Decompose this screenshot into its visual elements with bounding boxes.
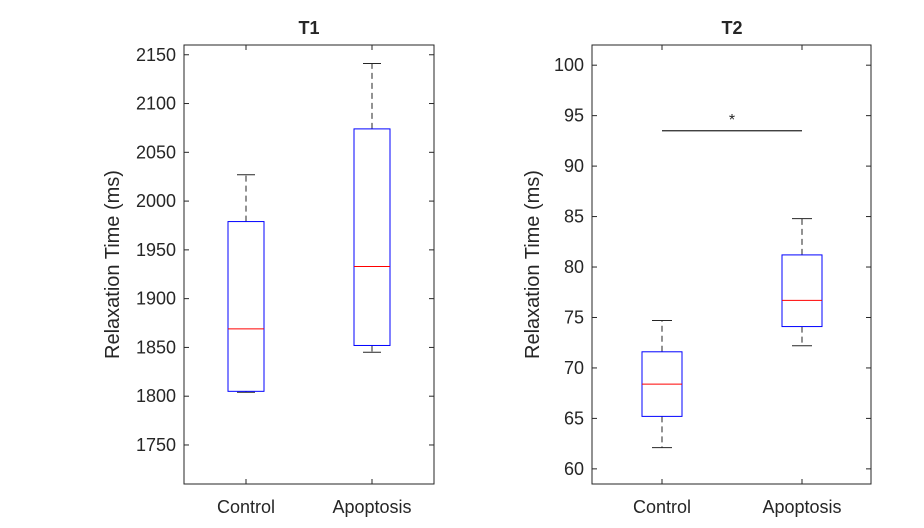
t2-boxes <box>641 218 823 449</box>
t1-y-ticks: 1750 1800 1850 1900 1950 2000 2050 2100 2150 <box>136 45 434 455</box>
t1-control-box <box>227 221 265 392</box>
t2-ytick-label: 60 <box>564 459 584 479</box>
t1-ytick-label: 1750 <box>136 435 176 455</box>
t1-ytick-label: 1800 <box>136 386 176 406</box>
t2-significance-label: * <box>729 112 735 129</box>
t2-ytick-label: 100 <box>554 55 584 75</box>
t1-boxes <box>227 63 391 393</box>
t2-panel: T2 Relaxation Time (ms) 60 65 70 75 80 85 90 95… <box>522 18 872 517</box>
t1-panel: T1 Relaxation Time (ms) 1750 1800 1850 1900… <box>102 18 435 517</box>
t2-y-axis-label: Relaxation Time (ms) <box>522 170 544 359</box>
t2-ytick-label: 85 <box>564 207 584 227</box>
t2-xtick-label: Apoptosis <box>762 497 841 517</box>
t2-plot-area <box>591 44 872 485</box>
t2-ytick-label: 75 <box>564 307 584 327</box>
t1-ytick-label: 2150 <box>136 45 176 65</box>
t2-y-ticks: 60 65 70 75 80 85 90 95 100 <box>554 55 871 479</box>
t1-plot-area <box>183 44 435 485</box>
t1-ytick-label: 1900 <box>136 289 176 309</box>
t2-ytick-label: 80 <box>564 257 584 277</box>
t1-title: T1 <box>298 18 319 38</box>
t1-ytick-label: 2050 <box>136 142 176 162</box>
t1-apoptosis-box <box>353 128 391 346</box>
t2-ytick-label: 95 <box>564 106 584 126</box>
t1-x-ticks: Control Apoptosis <box>217 45 412 517</box>
t1-ytick-label: 2000 <box>136 191 176 211</box>
t2-x-ticks: Control Apoptosis <box>633 45 842 517</box>
t2-significance: * <box>662 112 802 132</box>
t1-xtick-label: Apoptosis <box>332 497 411 517</box>
t2-title: T2 <box>721 18 742 38</box>
t2-ytick-label: 65 <box>564 408 584 428</box>
t2-ytick-label: 70 <box>564 358 584 378</box>
t1-xtick-label: Control <box>217 497 275 517</box>
t1-ytick-label: 1850 <box>136 337 176 357</box>
t1-ytick-label: 1950 <box>136 240 176 260</box>
t1-y-axis-label: Relaxation Time (ms) <box>102 170 124 359</box>
t2-apoptosis-box <box>781 254 823 328</box>
t1-ytick-label: 2100 <box>136 94 176 114</box>
t2-ytick-label: 90 <box>564 156 584 176</box>
t2-xtick-label: Control <box>633 497 691 517</box>
